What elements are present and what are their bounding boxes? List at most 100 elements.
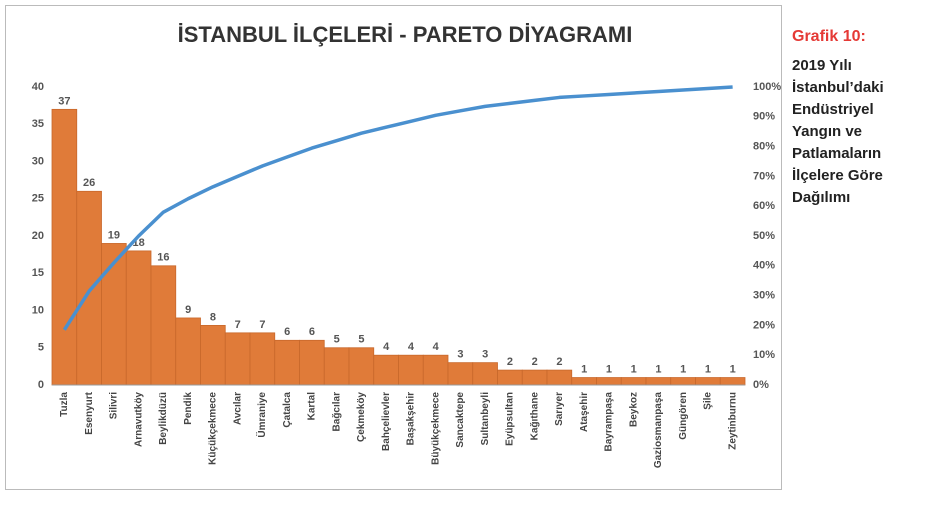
x-tick-label: Kartal	[307, 392, 318, 421]
x-tick-label: Bahçelievler	[381, 392, 392, 451]
subtitle-line: İlçelere Göre	[792, 167, 883, 184]
value-label: 1	[631, 363, 637, 375]
x-tick-label: Pendik	[183, 392, 194, 425]
x-tick-label: Çekmeköy	[356, 392, 367, 442]
y2-tick-label: 30%	[753, 290, 775, 302]
y2-tick-label: 10%	[753, 349, 775, 361]
x-tick-label: Bağcılar	[331, 392, 342, 432]
chart-frame	[5, 5, 782, 490]
y-tick-label: 15	[32, 267, 44, 279]
subtitle-line: İstanbul’daki	[792, 79, 884, 96]
x-tick-label: Ümraniye	[255, 392, 268, 438]
x-tick-label: Eyüpsultan	[505, 392, 516, 446]
x-tick-label: Sancaktepe	[455, 392, 466, 448]
x-tick-label: Arnavutköy	[133, 392, 144, 447]
x-tick-label: Küçükçekmece	[208, 392, 219, 465]
value-label: 1	[606, 363, 612, 375]
x-tick-label: Gaziosmanpaşa	[653, 392, 664, 469]
value-label: 5	[334, 334, 340, 346]
value-label: 4	[433, 341, 440, 353]
value-label: 5	[358, 334, 364, 346]
bar	[125, 250, 152, 386]
value-label: 1	[655, 363, 661, 375]
y2-tick-label: 80%	[753, 141, 775, 153]
bar	[348, 347, 375, 386]
bar	[175, 317, 201, 386]
x-tick-label: Sultanbeyli	[480, 392, 491, 446]
value-label: 1	[705, 363, 711, 375]
value-label: 4	[383, 341, 390, 353]
bar	[719, 377, 746, 386]
value-label: 1	[730, 363, 736, 375]
y-tick-label: 0	[38, 379, 44, 391]
x-tick-label: Tuzla	[59, 392, 70, 417]
x-tick-label: Beykoz	[628, 392, 639, 427]
x-tick-label: Zeytinburnu	[727, 392, 738, 450]
y-tick-label: 25	[32, 193, 44, 205]
caption: Grafik 10:	[792, 28, 866, 45]
y2-tick-label: 100%	[753, 81, 781, 93]
bar	[323, 347, 350, 386]
y2-tick-label: 50%	[753, 230, 775, 242]
x-tick-label: Avcılar	[232, 392, 243, 425]
x-tick-label: Bayrampaşa	[604, 392, 615, 452]
subtitle-line: Patlamaların	[792, 145, 881, 162]
y2-tick-label: 60%	[753, 200, 775, 212]
bar	[447, 362, 474, 386]
y-tick-label: 20	[32, 230, 44, 242]
y-tick-label: 40	[32, 81, 44, 93]
value-label: 37	[58, 95, 70, 107]
bar	[497, 369, 523, 386]
value-label: 9	[185, 304, 191, 316]
bar	[670, 377, 696, 386]
value-label: 6	[284, 326, 290, 338]
y-tick-label: 35	[32, 118, 44, 130]
bar	[200, 324, 226, 386]
bar	[645, 377, 672, 386]
y2-tick-label: 0%	[753, 379, 769, 391]
y-tick-label: 30	[32, 155, 44, 167]
value-label: 1	[581, 363, 587, 375]
value-label: 7	[259, 319, 265, 331]
subtitle-line: Yangın ve	[792, 123, 862, 140]
subtitle-line: Endüstriyel	[792, 101, 874, 118]
x-tick-label: Esenyurt	[84, 391, 95, 434]
subtitle-line: Dağılımı	[792, 189, 850, 206]
value-label: 19	[108, 229, 120, 241]
bar	[521, 369, 548, 386]
x-tick-label: Kağıthane	[529, 392, 540, 441]
x-tick-label: Şile	[703, 392, 714, 410]
bar	[101, 243, 127, 386]
cumulative-line	[62, 85, 733, 331]
bar	[76, 190, 102, 386]
bar	[299, 339, 325, 386]
bar	[571, 377, 597, 386]
bar	[596, 377, 622, 386]
y-tick-label: 5	[38, 342, 44, 354]
bar	[224, 332, 251, 386]
bar	[422, 354, 449, 386]
chart-title: İSTANBUL İLÇELERİ - PARETO DİYAGRAMI	[178, 22, 633, 47]
bar	[472, 362, 498, 386]
y2-tick-label: 20%	[753, 319, 775, 331]
value-label: 3	[482, 349, 488, 361]
bar	[695, 377, 721, 386]
subtitle-line: 2019 Yılı	[792, 57, 852, 74]
bar	[373, 354, 399, 386]
value-label: 26	[83, 177, 95, 189]
bar	[398, 354, 424, 386]
value-label: 2	[532, 356, 538, 368]
x-tick-label: Beylikdüzü	[158, 392, 169, 445]
x-tick-label: Ataşehir	[579, 392, 590, 432]
value-label: 1	[680, 363, 686, 375]
value-label: 6	[309, 326, 315, 338]
bar	[51, 108, 78, 386]
y2-tick-label: 40%	[753, 260, 775, 272]
bar	[546, 369, 573, 386]
x-tick-label: Silivri	[109, 392, 120, 419]
y2-tick-label: 70%	[753, 170, 775, 182]
value-label: 4	[408, 341, 415, 353]
x-tick-label: Büyükçekmece	[430, 392, 441, 465]
value-label: 3	[457, 349, 463, 361]
